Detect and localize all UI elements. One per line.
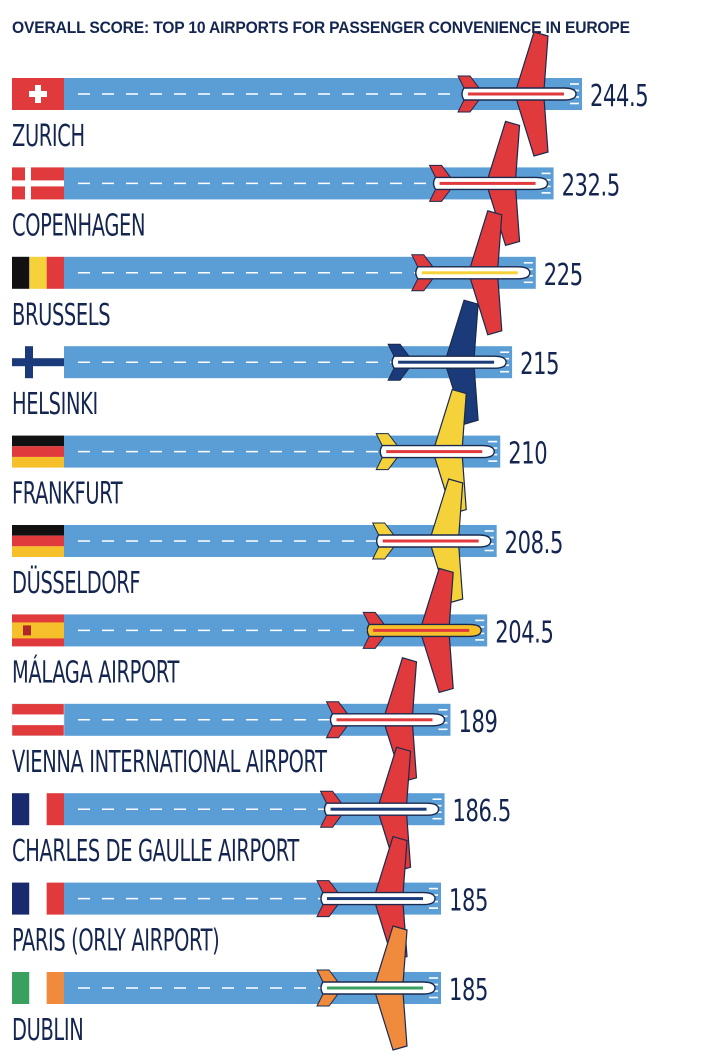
airplane-icon xyxy=(428,120,549,247)
category-label: PARIS (ORLY AIRPORT) xyxy=(12,924,219,958)
bar-row: 208.5 DÜSSELDORF xyxy=(12,478,563,604)
category-label: DÜSSELDORF xyxy=(12,564,140,601)
airplane-icon xyxy=(457,31,577,157)
airplane-icon xyxy=(371,478,492,604)
belgium-flag xyxy=(12,256,64,289)
france-flag xyxy=(12,793,64,826)
category-label: VIENNA INTERNATIONAL AIRPORT xyxy=(12,745,328,779)
value-label: 210 xyxy=(508,437,547,472)
spain-flag xyxy=(12,614,64,647)
bar-row: 210 FRANKFURT xyxy=(12,388,548,515)
bar-row: 244.5 ZURICH xyxy=(12,31,649,157)
value-label: 189 xyxy=(458,705,497,740)
value-label: 244.5 xyxy=(590,79,648,114)
germany-flag xyxy=(12,525,64,557)
value-label: 186.5 xyxy=(453,794,511,829)
airplane-icon xyxy=(316,835,436,962)
category-label: DUBLIN xyxy=(12,1014,83,1048)
chart-title: OVERALL SCORE: TOP 10 AIRPORTS FOR PASSE… xyxy=(12,18,630,37)
austria-flag xyxy=(11,703,65,737)
bar-row: 186.5 CHARLES DE GAULLE AIRPORT xyxy=(12,746,511,872)
denmark-flag xyxy=(12,167,64,200)
finland-flag xyxy=(12,346,64,379)
value-label: 185 xyxy=(449,884,488,919)
value-label: 215 xyxy=(520,347,559,382)
ireland-flag xyxy=(12,972,64,1004)
bar-row: 204.5 MÁLAGA AIRPORT xyxy=(12,567,554,694)
category-label: MÁLAGA AIRPORT xyxy=(12,654,180,691)
category-label: ZURICH xyxy=(12,120,85,154)
category-label: CHARLES DE GAULLE AIRPORT xyxy=(12,835,300,869)
value-label: 185 xyxy=(449,973,488,1008)
bar-row: 232.5 COPENHAGEN xyxy=(12,120,620,247)
france-flag xyxy=(12,882,64,915)
airplane-icon xyxy=(375,388,495,515)
airplane-icon xyxy=(325,657,446,783)
airplane-icon xyxy=(387,299,507,425)
airplane-icon xyxy=(410,210,531,336)
category-label: FRANKFURT xyxy=(12,477,123,511)
value-label: 232.5 xyxy=(562,169,620,204)
bar-row: 225 BRUSSELS xyxy=(12,210,583,336)
airplane-icon xyxy=(316,925,436,1051)
category-label: COPENHAGEN xyxy=(12,209,145,243)
bar-row: 215 HELSINKI xyxy=(12,299,559,425)
value-label: 225 xyxy=(544,258,583,293)
category-label: BRUSSELS xyxy=(12,298,110,332)
bar-row: 185 PARIS (ORLY AIRPORT) xyxy=(12,835,488,962)
bar-row: 185 DUBLIN xyxy=(12,925,488,1051)
switzerland-flag xyxy=(12,78,64,110)
value-label: 204.5 xyxy=(495,616,553,651)
category-label: HELSINKI xyxy=(12,388,98,422)
value-label: 208.5 xyxy=(505,526,563,561)
airplane-icon xyxy=(319,746,440,872)
airplane-icon xyxy=(362,567,482,694)
germany-flag xyxy=(12,435,64,468)
